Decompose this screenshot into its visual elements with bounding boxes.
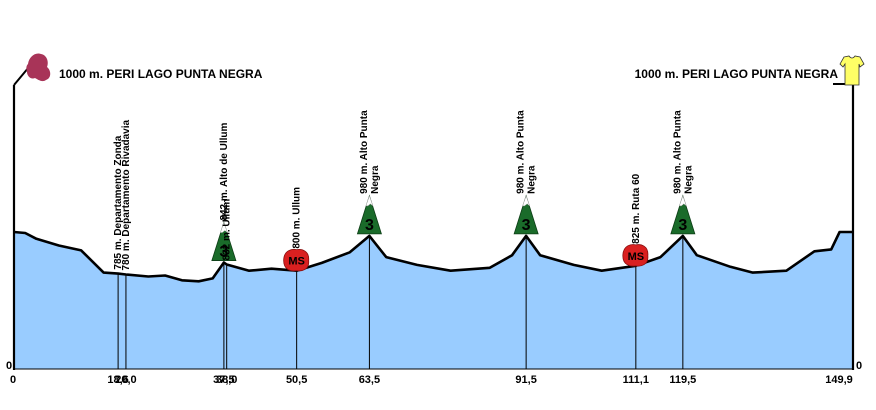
waypoint-label: 825 m. Ruta 60 (631, 173, 642, 243)
finish-label: 1000 m. PERI LAGO PUNTA NEGRA (635, 67, 839, 81)
climb-category-3-icon: 3 (670, 194, 696, 235)
x-tick-label: 111,1 (623, 374, 649, 386)
climb-category-3-icon: 3 (356, 194, 382, 235)
climb-category-text: 3 (678, 217, 687, 234)
climb-category-text: 3 (219, 244, 228, 261)
waypoint-label: 980 m. Alto Punta (672, 110, 683, 194)
x-tick-label: 149,9 (825, 374, 853, 386)
x-tick-label: 0 (10, 374, 16, 386)
snow-cap-shape (220, 221, 228, 234)
waypoint-label: 780 m. Departamento Rivadavia (121, 119, 132, 270)
x-tick-label: 18,6 (107, 374, 128, 386)
x-tick-label: 119,5 (669, 374, 696, 386)
intermediate-sprint-icon: MS (283, 249, 310, 272)
x-tick-label: 91,5 (515, 374, 536, 386)
x-tick-label: 50,5 (286, 374, 307, 386)
profile-area-fill (14, 232, 853, 369)
profile-area-layer (13, 230, 853, 369)
waypoint-label: 842 m. Alto de Ullum (219, 122, 230, 220)
waypoint-icons-layer: 3 MS 3 3 MS 3 (211, 194, 696, 272)
start-label: 1000 m. PERI LAGO PUNTA NEGRA (59, 67, 263, 81)
snow-cap-shape (678, 195, 687, 207)
axis-frame (12, 85, 855, 370)
waypoint-label: 785 m. Departamento Zonda (113, 135, 124, 269)
y-axis-right-label: 0 (856, 360, 862, 372)
waypoint-label: 800 m. Ullum (292, 187, 303, 249)
x-tick-label: 37,5 (213, 374, 234, 386)
waypoint-label: Negra (683, 165, 694, 194)
x-tick-label: 63,5 (359, 374, 380, 386)
climb-category-3-icon: 3 (211, 221, 237, 261)
sprint-text: MS (628, 251, 645, 263)
waypoint-label: Negra (370, 165, 381, 194)
waypoint-lines-layer (117, 235, 684, 369)
x-tick-label: 38,0 (216, 374, 237, 386)
sprint-text: MS (288, 256, 305, 268)
waypoint-label: 980 m. Alto Punta (359, 110, 370, 194)
finish-jersey-icon (833, 55, 865, 86)
mountain-shape (356, 194, 382, 235)
y-axis-left-label: 0 (6, 360, 12, 372)
mountain-shape (670, 194, 696, 235)
climb-category-3-icon: 3 (513, 194, 539, 235)
mountain-shape (211, 221, 237, 261)
sprint-badge (622, 244, 649, 267)
snow-cap-shape (365, 195, 374, 207)
climb-category-text: 3 (365, 217, 374, 234)
waypoint-label: 980 m. Alto Punta (516, 110, 527, 194)
sprint-badge (283, 249, 310, 272)
intermediate-sprint-icon: MS (622, 244, 649, 267)
climb-category-text: 3 (522, 217, 531, 234)
x-tick-label: 20,0 (115, 374, 136, 386)
snow-cap-shape (522, 195, 531, 207)
start-marker-icon (13, 53, 51, 86)
mountain-shape (513, 194, 539, 235)
waypoint-label: Negra (527, 165, 538, 194)
waypoint-label: 832 m. Ullum (222, 199, 233, 261)
x-tick-labels: 0 18,620,0 37,538,0 50,5 63,5 91,5 111,1 119,5 1… (10, 374, 853, 386)
